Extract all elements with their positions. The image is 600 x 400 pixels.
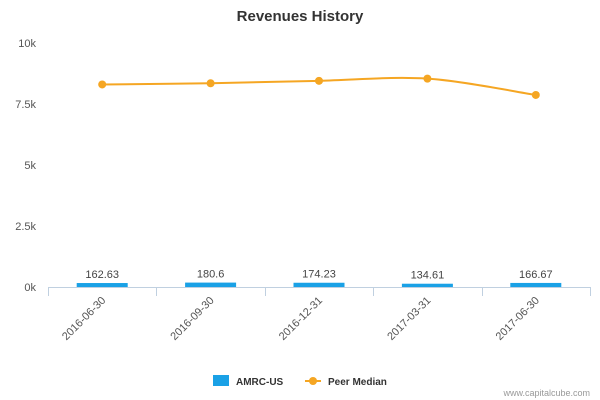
bar [510,282,562,287]
data-labels: 162.63 180.6 174.23 134.61 166.67 [85,269,552,282]
x-tick-label: 2016-06-30 [60,295,108,343]
bar [76,283,128,287]
legend-item-bar[interactable]: AMRC-US [213,375,284,388]
data-label: 162.63 [85,269,119,281]
x-tick-label: 2016-12-31 [277,295,325,343]
y-tick-label: 2.5k [15,221,36,233]
line-series [98,74,540,99]
credit-text: www.capitalcube.com [502,388,590,398]
x-tick-label: 2016-09-30 [168,295,216,343]
legend: AMRC-US Peer Median [213,375,387,388]
bar [401,283,453,287]
line-point [423,74,432,83]
data-label: 180.6 [197,269,225,281]
chart-title: Revenues History [237,8,364,25]
line-point [98,80,107,89]
line-point [206,79,215,88]
line-point [315,76,323,85]
y-tick-label: 5k [24,160,36,172]
legend-label-amrc: AMRC-US [236,377,284,388]
y-tick-label: 10k [18,38,36,50]
y-tick-label: 0k [24,282,36,294]
legend-line-marker [309,377,317,385]
y-axis: 0k 2.5k 5k 7.5k 10k [15,38,36,294]
y-tick-label: 7.5k [15,99,36,111]
x-axis: 2016-06-30 2016-09-30 2016-12-31 2017-03-31… [48,287,591,343]
bar [185,282,237,287]
data-label: 174.23 [302,269,336,281]
legend-item-line[interactable]: Peer Median [305,377,387,388]
line-point [531,90,540,99]
data-label: 134.61 [411,270,445,282]
x-tick-label: 2017-06-30 [494,295,542,343]
data-label: 166.67 [519,269,553,281]
bar [293,282,345,287]
legend-label-peer-median: Peer Median [328,377,387,388]
bar-series [76,282,562,287]
x-tick-label: 2017-03-31 [385,295,433,343]
legend-bar-swatch [213,375,229,386]
